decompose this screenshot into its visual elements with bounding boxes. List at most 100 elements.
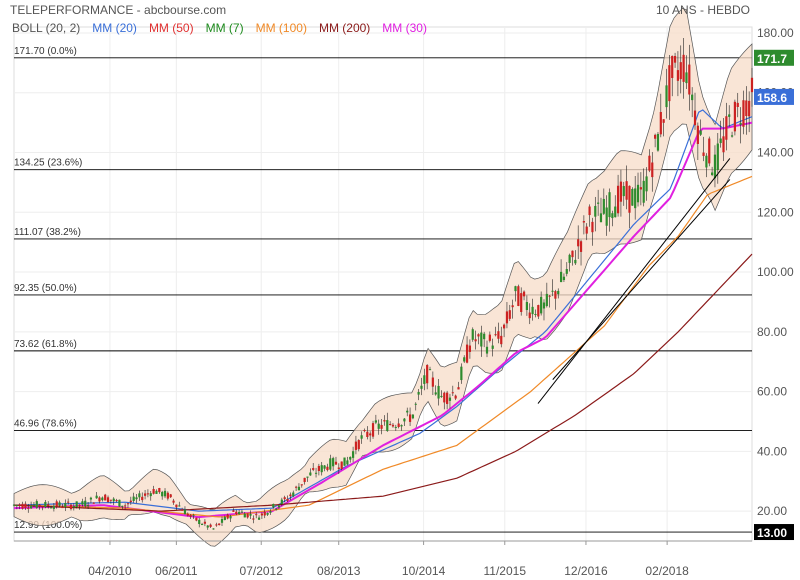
candle-body <box>719 138 722 144</box>
candle-body <box>611 213 614 219</box>
candle-body <box>614 206 617 218</box>
candle-body <box>708 138 711 164</box>
candle-body <box>619 181 623 202</box>
candle-body <box>329 458 332 470</box>
candle-body <box>676 70 680 81</box>
candle-body <box>161 491 164 497</box>
candle-body <box>337 467 340 469</box>
candle-body <box>67 501 70 503</box>
series-line <box>13 253 753 512</box>
candle-body <box>394 426 397 428</box>
candle-body <box>728 114 731 117</box>
high-badge <box>754 49 794 66</box>
legend: BOLL (20, 2) MM (20) MM (50) MM (7) MM (100)… <box>12 21 439 35</box>
y-tick-label: 100.00 <box>757 265 794 279</box>
y-tick-label: 20.00 <box>757 504 787 518</box>
candle-body <box>152 489 155 494</box>
candle-body <box>163 490 167 497</box>
candle-body <box>78 504 81 506</box>
candle-body <box>588 206 591 216</box>
candle-body <box>739 122 742 125</box>
y-tick-label: 140.00 <box>757 146 794 160</box>
candle-body <box>229 516 232 519</box>
candle-body <box>360 435 363 439</box>
candle-body <box>172 500 175 503</box>
candle-body <box>252 518 255 520</box>
candle-body <box>642 180 645 203</box>
candle-body <box>72 506 75 508</box>
candle-body <box>52 505 55 509</box>
candle-body <box>705 155 708 168</box>
legend-item: BOLL (20, 2) <box>12 21 81 35</box>
candle-body <box>126 503 130 505</box>
candle-body <box>537 305 540 317</box>
candle-body <box>414 403 417 405</box>
price-candles <box>12 38 754 530</box>
candle-body <box>722 136 725 153</box>
candle-body <box>332 458 335 467</box>
candle-body <box>517 286 520 306</box>
candle-body <box>733 101 737 132</box>
candle-body <box>300 484 303 486</box>
candle-body <box>745 100 748 117</box>
candle-body <box>15 505 18 507</box>
candle-body <box>599 213 603 223</box>
last-price-badge-label: 158.6 <box>757 91 787 105</box>
candle-body <box>699 130 702 135</box>
candle-body <box>246 513 249 518</box>
candle-body <box>386 420 389 432</box>
candle-body <box>514 286 517 292</box>
high-badge-label: 171.7 <box>757 52 787 66</box>
candle-body <box>497 331 500 339</box>
legend-item: MM (100) <box>255 21 307 35</box>
candle-body <box>716 143 719 170</box>
candle-body <box>212 528 215 530</box>
candle-body <box>443 392 446 403</box>
last-price-badge <box>754 88 794 105</box>
x-tick-label: 02/2018 <box>645 564 689 578</box>
candle-body <box>195 517 198 521</box>
candle-body <box>693 110 697 126</box>
candle-body <box>280 499 283 504</box>
candle-body <box>608 192 611 218</box>
fib-label: 111.07 (38.2%) <box>14 227 81 238</box>
candle-body <box>682 54 685 82</box>
candle-body <box>485 346 489 354</box>
candle-body <box>668 65 671 102</box>
candle-body <box>132 496 135 501</box>
x-tick-label: 10/2014 <box>402 564 446 578</box>
candle-body <box>736 102 739 108</box>
series-line <box>13 175 753 518</box>
y-tick-label: 40.00 <box>757 444 787 458</box>
candle-body <box>750 77 754 93</box>
candle-body <box>448 397 452 401</box>
candle-body <box>525 302 528 311</box>
candle-body <box>545 293 548 307</box>
candle-body <box>44 501 47 508</box>
legend-item: MM (7) <box>205 21 244 35</box>
fib-label: 73.62 (61.8%) <box>14 339 77 350</box>
candle-body <box>69 504 73 510</box>
candle-body <box>366 431 369 438</box>
candle-body <box>286 498 289 501</box>
candle-body <box>95 495 98 499</box>
candle-body <box>468 345 472 352</box>
candle-body <box>200 524 204 526</box>
fib-label: 134.25 (23.6%) <box>14 158 82 169</box>
candle-body <box>35 501 38 508</box>
fib-label: 46.96 (78.6%) <box>14 419 77 430</box>
candle-body <box>651 162 654 178</box>
candle-body <box>323 465 326 469</box>
x-tick-label: 04/2010 <box>88 564 132 578</box>
price-badges: 171.7 158.6 13.00 <box>754 49 794 541</box>
x-tick-label: 11/2015 <box>484 564 527 578</box>
candle-body <box>266 512 269 515</box>
candle-body <box>232 510 235 512</box>
candle-body <box>98 497 101 502</box>
candle-body <box>428 369 432 371</box>
candle-body <box>297 486 301 491</box>
candle-body <box>426 364 429 384</box>
candle-body <box>648 155 651 171</box>
candle-body <box>460 366 463 381</box>
y-tick-label: 60.00 <box>757 385 787 399</box>
